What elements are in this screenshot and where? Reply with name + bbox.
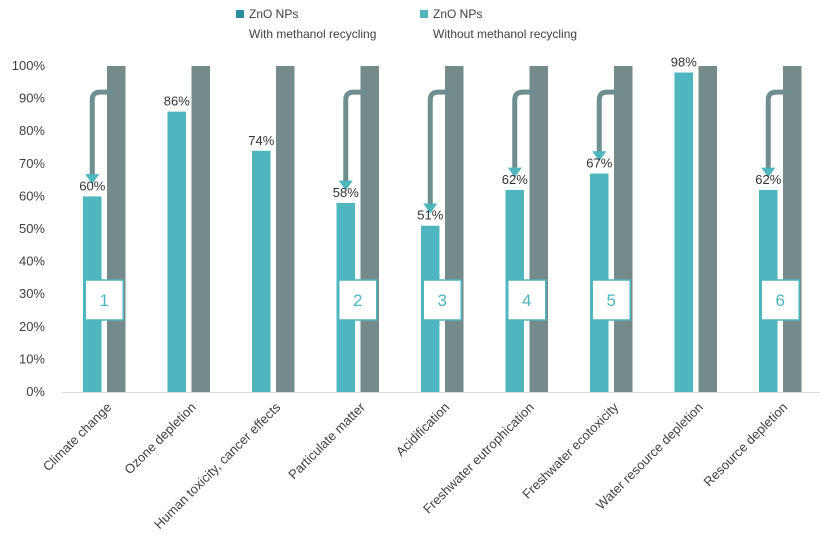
annotation-badge	[84, 279, 124, 321]
bar-with-recycling	[252, 150, 271, 392]
y-tick-label: 10%	[19, 351, 45, 366]
y-tick-label: 90%	[19, 91, 45, 106]
y-tick-label: 60%	[19, 188, 45, 203]
y-tick-label: 0%	[26, 384, 45, 399]
legend-swatch-with-recycling	[236, 10, 244, 18]
arrowhead-icon	[761, 167, 776, 178]
data-label: 86%	[164, 94, 190, 109]
decrease-arrow	[596, 89, 621, 156]
decrease-arrow	[512, 89, 537, 173]
bar-without-recycling	[698, 66, 717, 392]
arrowhead-icon	[507, 167, 522, 178]
annotation-number: 3	[438, 291, 447, 310]
arrowhead-icon	[85, 174, 100, 185]
y-axis: 0% 10% 20% 30% 40% 50% 60% 70% 80% 90% 100%	[12, 58, 820, 399]
category-label: Acidification	[393, 400, 453, 460]
annotation-badge	[422, 279, 462, 321]
legend-label-with-recycling-line2: With methanol recycling	[249, 27, 376, 41]
y-tick-label: 80%	[19, 123, 45, 138]
annotation-badge	[338, 279, 378, 321]
bar-without-recycling	[614, 66, 633, 392]
legend: ZnO NPs With methanol recycling ZnO NPs …	[236, 7, 577, 41]
legend-label-without-recycling-line2: Without methanol recycling	[433, 27, 577, 41]
y-tick-label: 30%	[19, 286, 45, 301]
annotation-number: 1	[100, 291, 109, 310]
data-label: 60%	[79, 178, 105, 193]
bar-without-recycling	[191, 66, 210, 392]
bar-without-recycling	[783, 66, 802, 392]
data-label: 62%	[502, 172, 528, 187]
legend-label-with-recycling-line1: ZnO NPs	[249, 7, 298, 21]
y-tick-label: 100%	[12, 58, 46, 73]
data-labels: 60% 86% 74% 58% 51% 62% 67% 98% 62%	[79, 55, 781, 223]
decrease-arrow	[765, 89, 790, 173]
annotation-badge	[760, 279, 800, 321]
data-label: 67%	[586, 156, 612, 171]
y-tick-label: 50%	[19, 221, 45, 236]
legend-label-without-recycling-line1: ZnO NPs	[433, 7, 482, 21]
legend-swatch-without-recycling	[420, 10, 428, 18]
decrease-arrow	[427, 89, 452, 208]
bar-without-recycling	[360, 66, 379, 392]
data-label: 98%	[671, 55, 697, 70]
data-label: 51%	[417, 208, 443, 223]
category-label: Ozone depletion	[121, 400, 199, 478]
arrowhead-icon	[592, 151, 607, 162]
arrowhead-icon	[423, 203, 438, 214]
category-label: Climate change	[40, 400, 114, 474]
bar-without-recycling	[529, 66, 548, 392]
annotation-number: 2	[353, 291, 362, 310]
decrease-arrow	[343, 89, 368, 186]
annotations: 1 2 3 4 5 6	[84, 89, 800, 321]
data-label: 74%	[248, 133, 274, 148]
data-label: 58%	[333, 185, 359, 200]
bar-with-recycling	[674, 72, 693, 393]
bar-without-recycling	[276, 66, 295, 392]
data-label: 62%	[755, 172, 781, 187]
annotation-badge	[591, 279, 631, 321]
category-label: Resource depletion	[701, 400, 791, 490]
bar-without-recycling	[107, 66, 126, 392]
annotation-badge	[507, 279, 547, 321]
annotation-number: 5	[607, 291, 616, 310]
y-tick-label: 70%	[19, 156, 45, 171]
bar-without-recycling	[445, 66, 464, 392]
category-label: Particulate matter	[285, 399, 368, 482]
annotation-number: 6	[776, 291, 785, 310]
category-label: Freshwater ecotoxicity	[519, 399, 621, 501]
y-tick-label: 40%	[19, 254, 45, 269]
decrease-arrow	[89, 89, 114, 179]
annotation-number: 4	[522, 291, 531, 310]
y-tick-label: 20%	[19, 319, 45, 334]
arrowhead-icon	[338, 180, 353, 191]
bars	[83, 66, 802, 393]
bar-with-recycling	[167, 111, 186, 392]
